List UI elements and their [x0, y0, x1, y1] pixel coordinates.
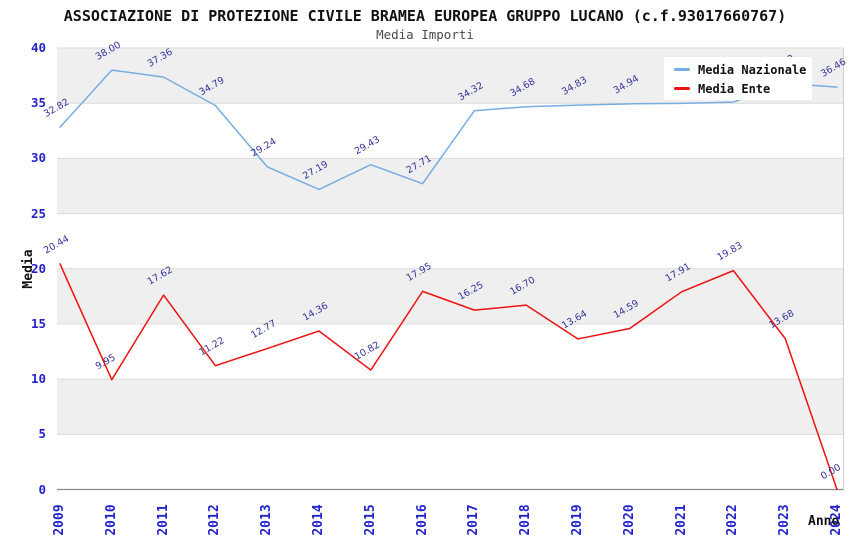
plot-band	[57, 323, 844, 380]
x-axis-title: Anno	[808, 514, 840, 529]
y-tick-label: 35	[30, 95, 46, 111]
y-tick-label: 40	[30, 40, 46, 55]
legend: Media Nazionale Media Ente	[664, 57, 812, 100]
y-tick-label: 20	[30, 260, 46, 276]
chart-title: ASSOCIAZIONE DI PROTEZIONE CIVILE BRAMEA…	[63, 7, 787, 25]
y-tick-label: 30	[30, 150, 46, 166]
y-tick-label: 15	[30, 315, 46, 331]
plot-band	[57, 158, 844, 214]
plot-band	[57, 379, 844, 435]
chart-subtitle: Media Importi	[376, 27, 474, 42]
series-line-media-ente	[59, 263, 838, 491]
plot-band	[57, 268, 844, 324]
legend-item-label: Media Nazionale	[698, 62, 807, 77]
y-tick-label: 0	[38, 481, 46, 497]
y-tick-label: 25	[30, 205, 46, 221]
y-tick-label: 5	[38, 426, 46, 442]
plot-band	[57, 434, 844, 490]
legend-item-label: Media Ente	[698, 81, 771, 96]
y-tick-label: 10	[30, 371, 46, 387]
plot-band	[57, 213, 844, 269]
legend-line-swatch-icon	[674, 87, 690, 90]
legend-item: Media Ente	[674, 81, 812, 96]
legend-line-swatch-icon	[674, 68, 690, 71]
legend-item: Media Nazionale	[674, 62, 812, 77]
plot-band	[57, 103, 844, 159]
series-line-media-nazionale	[59, 69, 838, 191]
